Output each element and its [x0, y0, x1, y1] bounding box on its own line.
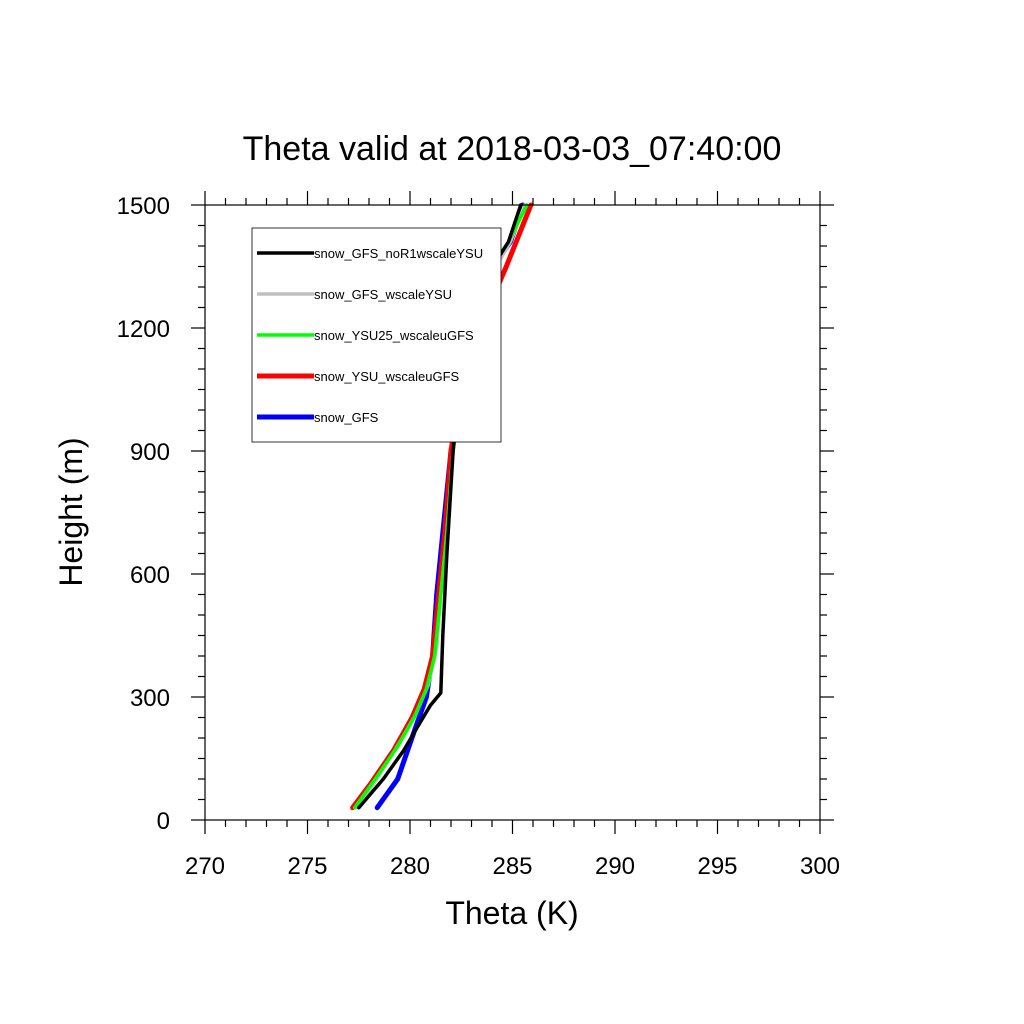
legend: snow_GFS_noR1wscaleYSU snow_GFS_wscaleYSU…: [251, 227, 502, 443]
y-tick-label: 1500: [117, 193, 170, 220]
y-tick-labels: 0 300 600 900 1200 1500: [117, 193, 170, 835]
x-tick-label: 300: [800, 853, 840, 880]
y-tick-label: 0: [157, 808, 170, 835]
axis-ticks: [191, 191, 834, 834]
x-tick-label: 275: [287, 853, 327, 880]
y-tick-label: 600: [130, 562, 170, 589]
y-tick-label: 1200: [117, 316, 170, 343]
legend-entries: snow_GFS_noR1wscaleYSU snow_GFS_wscaleYSU…: [257, 246, 483, 425]
legend-label: snow_GFS_noR1wscaleYSU: [314, 246, 483, 261]
y-tick-label: 300: [130, 685, 170, 712]
legend-label: snow_YSU_wscaleuGFS: [314, 369, 460, 384]
legend-label: snow_GFS_wscaleYSU: [314, 287, 452, 302]
x-tick-label: 285: [492, 853, 532, 880]
x-tick-labels: 270 275 280 285 290 295 300: [185, 853, 840, 880]
x-axis-label: Theta (K): [445, 895, 578, 931]
y-axis-label: Height (m): [53, 437, 89, 586]
legend-label: snow_YSU25_wscaleuGFS: [314, 328, 474, 343]
legend-label: snow_GFS: [314, 410, 379, 425]
x-tick-label: 280: [390, 853, 430, 880]
x-tick-label: 290: [595, 853, 635, 880]
y-tick-label: 900: [130, 439, 170, 466]
chart-title: Theta valid at 2018-03-03_07:40:00: [243, 130, 782, 168]
x-tick-label: 295: [697, 853, 737, 880]
x-tick-label: 270: [185, 853, 225, 880]
